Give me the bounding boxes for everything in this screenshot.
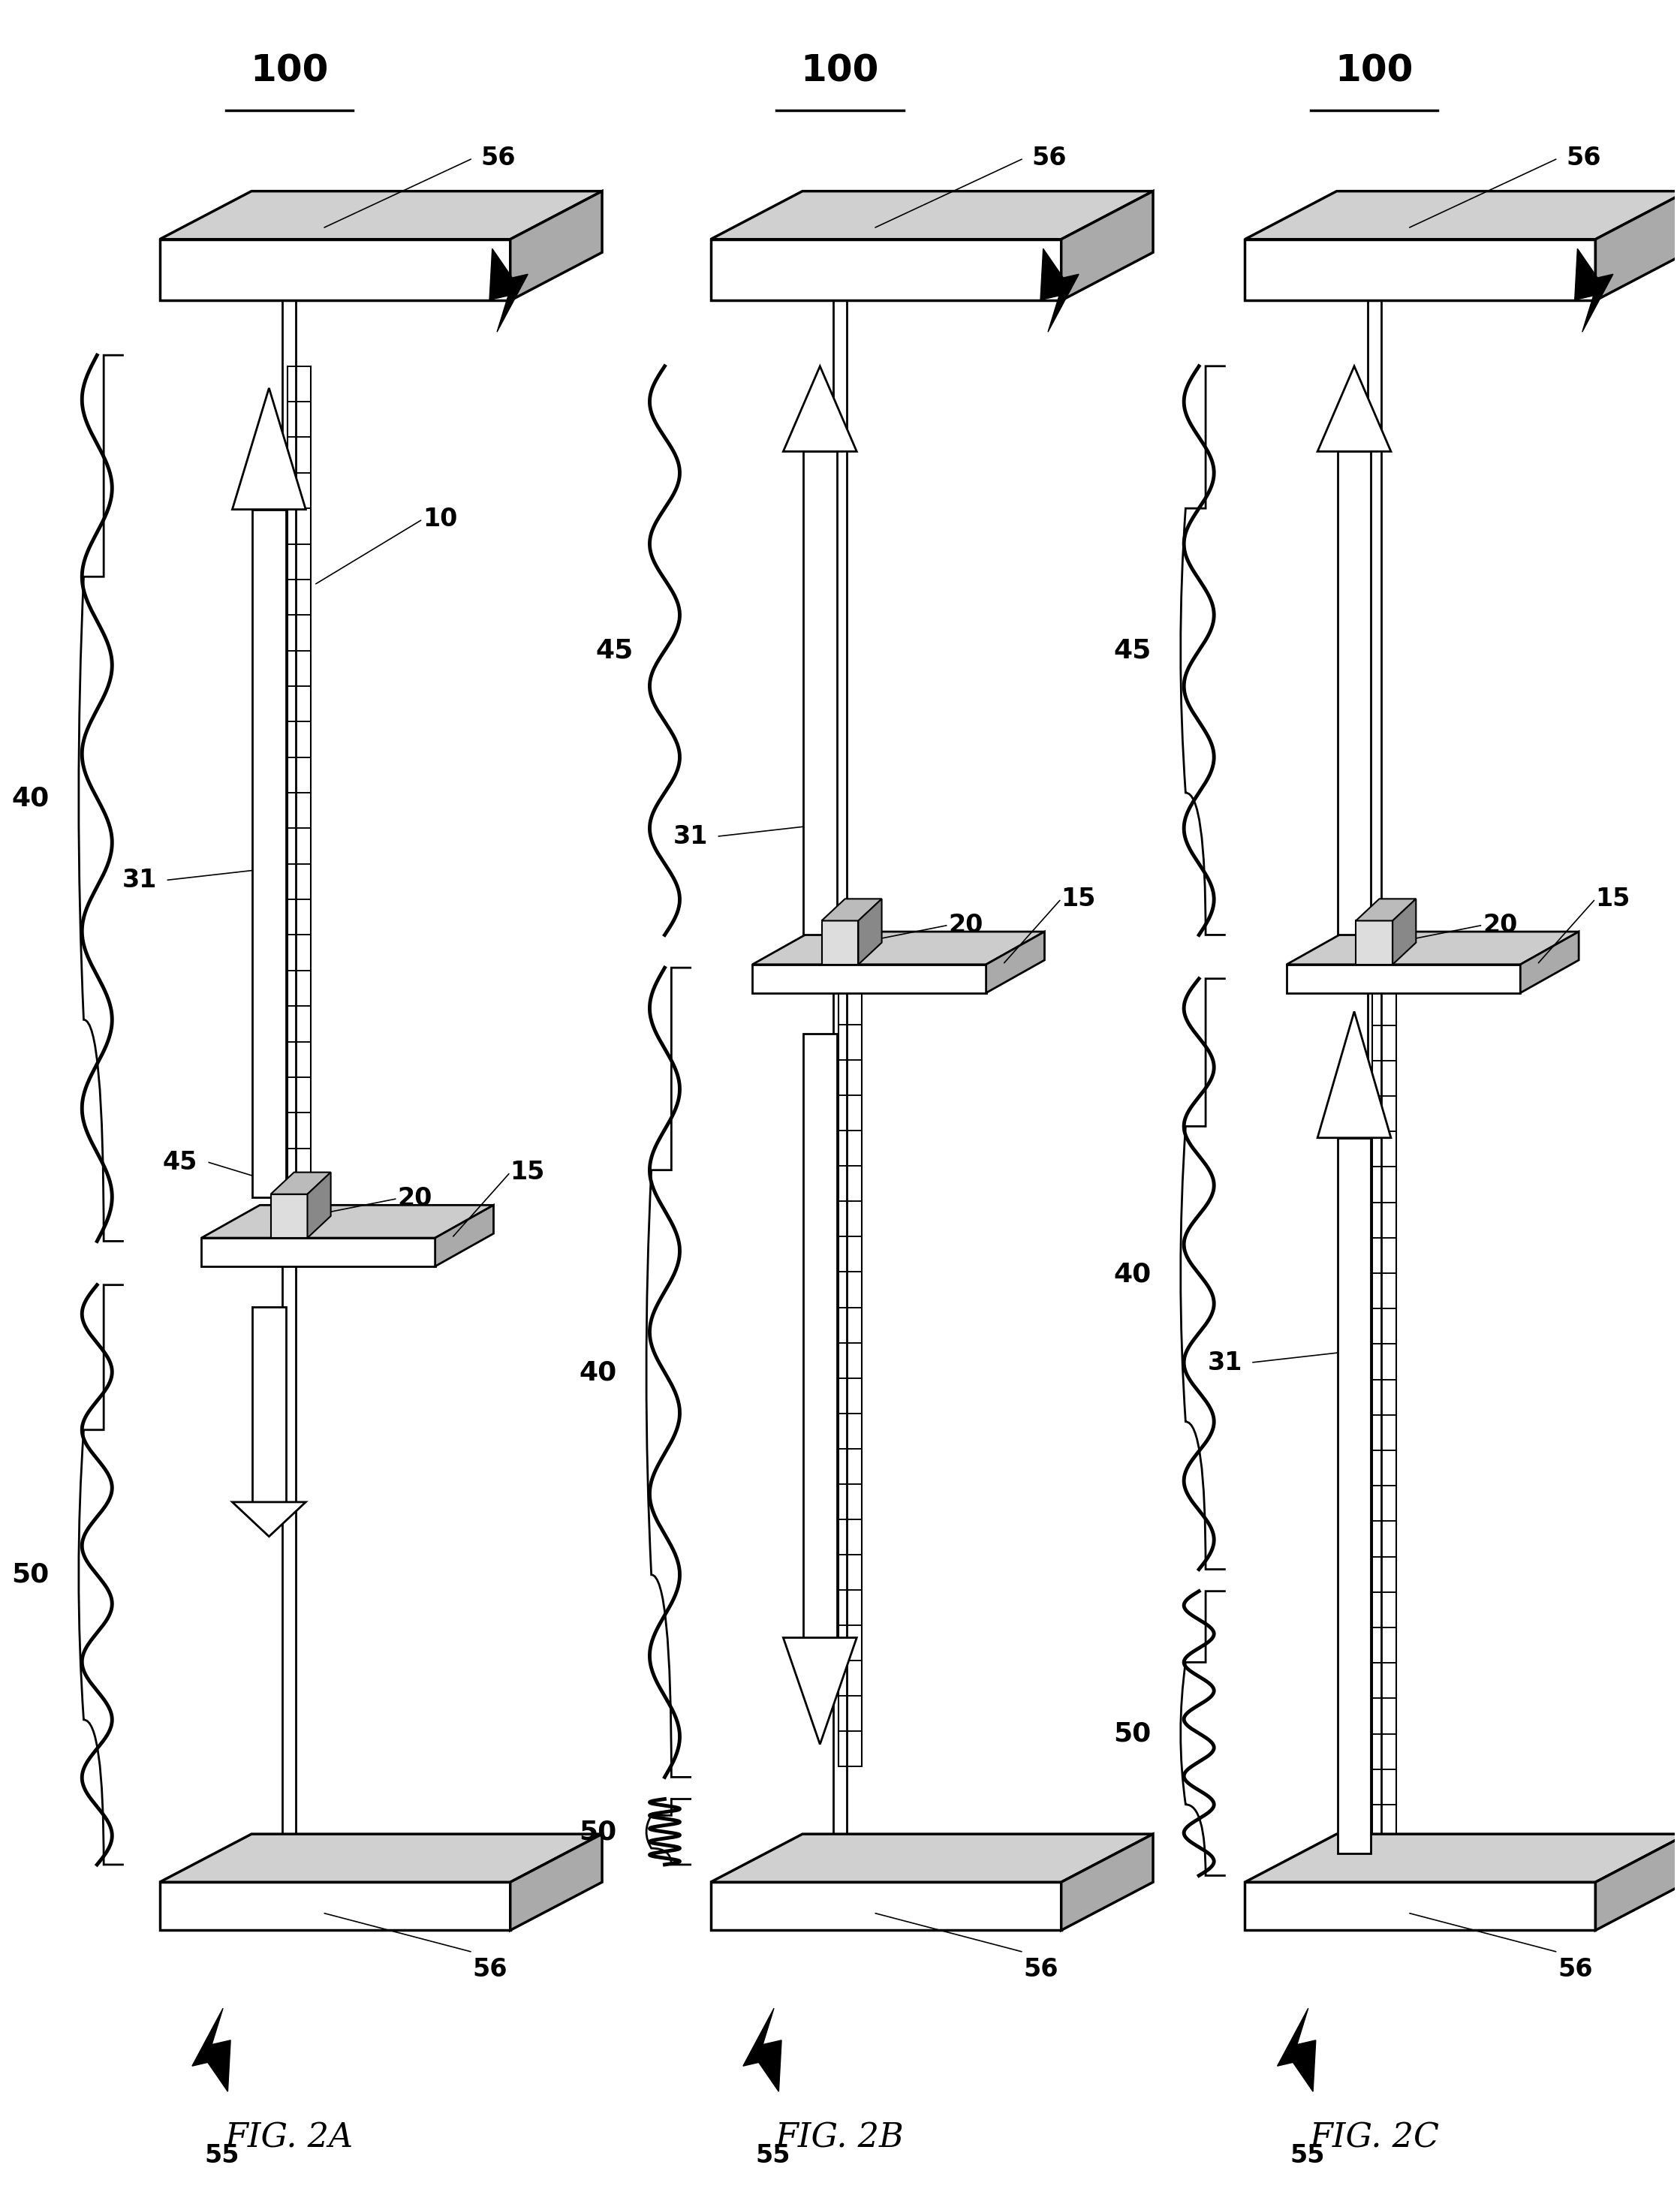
Text: 31: 31 <box>123 868 158 892</box>
Polygon shape <box>192 2009 230 2092</box>
Polygon shape <box>1337 1139 1371 1853</box>
Text: FIG. 2A: FIG. 2A <box>225 2121 353 2154</box>
Polygon shape <box>435 1205 494 1266</box>
Text: 56: 56 <box>1557 1956 1593 1983</box>
Polygon shape <box>511 191 601 301</box>
Polygon shape <box>711 1833 1152 1881</box>
Text: 100: 100 <box>250 53 328 88</box>
Text: 45: 45 <box>163 1150 197 1174</box>
Polygon shape <box>202 1205 494 1237</box>
Text: 45: 45 <box>1114 637 1151 664</box>
Polygon shape <box>803 451 837 934</box>
Text: 40: 40 <box>1114 1262 1151 1286</box>
Text: 50: 50 <box>12 1563 49 1587</box>
Polygon shape <box>1337 451 1371 934</box>
Text: 50: 50 <box>580 1820 617 1844</box>
Text: 15: 15 <box>1062 886 1095 912</box>
Polygon shape <box>1317 1011 1391 1139</box>
Polygon shape <box>803 1033 837 1638</box>
Text: 20: 20 <box>949 912 983 939</box>
Polygon shape <box>1040 248 1079 332</box>
Text: 15: 15 <box>511 1161 544 1185</box>
Polygon shape <box>160 191 601 240</box>
Polygon shape <box>270 1172 331 1194</box>
Text: FIG. 2B: FIG. 2B <box>776 2121 904 2154</box>
Text: FIG. 2C: FIG. 2C <box>1309 2121 1440 2154</box>
Polygon shape <box>711 191 1152 240</box>
Text: 15: 15 <box>1596 886 1630 912</box>
Text: 56: 56 <box>480 145 516 171</box>
Polygon shape <box>1062 1833 1152 1930</box>
Polygon shape <box>783 1638 857 1745</box>
Polygon shape <box>1317 367 1391 451</box>
Polygon shape <box>1245 191 1680 240</box>
Polygon shape <box>1596 1833 1680 1930</box>
Text: 31: 31 <box>1208 1350 1243 1376</box>
Polygon shape <box>511 1833 601 1930</box>
Polygon shape <box>711 240 1062 301</box>
Polygon shape <box>252 510 286 1198</box>
Polygon shape <box>1245 1881 1596 1930</box>
Polygon shape <box>1245 1833 1680 1881</box>
Polygon shape <box>252 1308 286 1501</box>
Text: 55: 55 <box>1290 2143 1326 2167</box>
Text: 56: 56 <box>1566 145 1601 171</box>
Text: 31: 31 <box>674 824 707 848</box>
Text: 40: 40 <box>580 1361 617 1385</box>
Text: 45: 45 <box>596 637 633 664</box>
Polygon shape <box>743 2009 781 2092</box>
Polygon shape <box>1245 240 1596 301</box>
Text: 20: 20 <box>1483 912 1517 939</box>
Text: 20: 20 <box>398 1187 432 1211</box>
Text: 55: 55 <box>205 2143 240 2167</box>
Polygon shape <box>270 1194 307 1237</box>
Polygon shape <box>1596 191 1680 301</box>
Polygon shape <box>1520 932 1579 993</box>
Polygon shape <box>1062 191 1152 301</box>
Polygon shape <box>822 921 858 965</box>
Polygon shape <box>232 1501 306 1536</box>
Polygon shape <box>1356 921 1393 965</box>
Polygon shape <box>753 932 1045 965</box>
Polygon shape <box>1287 965 1520 993</box>
Polygon shape <box>822 899 882 921</box>
Polygon shape <box>232 389 306 510</box>
Text: 10: 10 <box>423 508 457 532</box>
Polygon shape <box>1356 899 1416 921</box>
Polygon shape <box>1574 248 1613 332</box>
Text: 55: 55 <box>756 2143 791 2167</box>
Polygon shape <box>986 932 1045 993</box>
Text: 56: 56 <box>1032 145 1067 171</box>
Polygon shape <box>1287 932 1579 965</box>
Text: 100: 100 <box>1336 53 1413 88</box>
Text: 50: 50 <box>1114 1721 1151 1745</box>
Text: 56: 56 <box>472 1956 507 1983</box>
Text: 40: 40 <box>12 785 49 811</box>
Polygon shape <box>858 899 882 965</box>
Polygon shape <box>711 1881 1062 1930</box>
Polygon shape <box>489 248 528 332</box>
Polygon shape <box>783 367 857 451</box>
Polygon shape <box>160 1833 601 1881</box>
Text: 100: 100 <box>801 53 879 88</box>
Polygon shape <box>202 1237 435 1266</box>
Polygon shape <box>160 1881 511 1930</box>
Polygon shape <box>1393 899 1416 965</box>
Polygon shape <box>1277 2009 1315 2092</box>
Polygon shape <box>753 965 986 993</box>
Polygon shape <box>160 240 511 301</box>
Polygon shape <box>307 1172 331 1237</box>
Text: 56: 56 <box>1023 1956 1058 1983</box>
